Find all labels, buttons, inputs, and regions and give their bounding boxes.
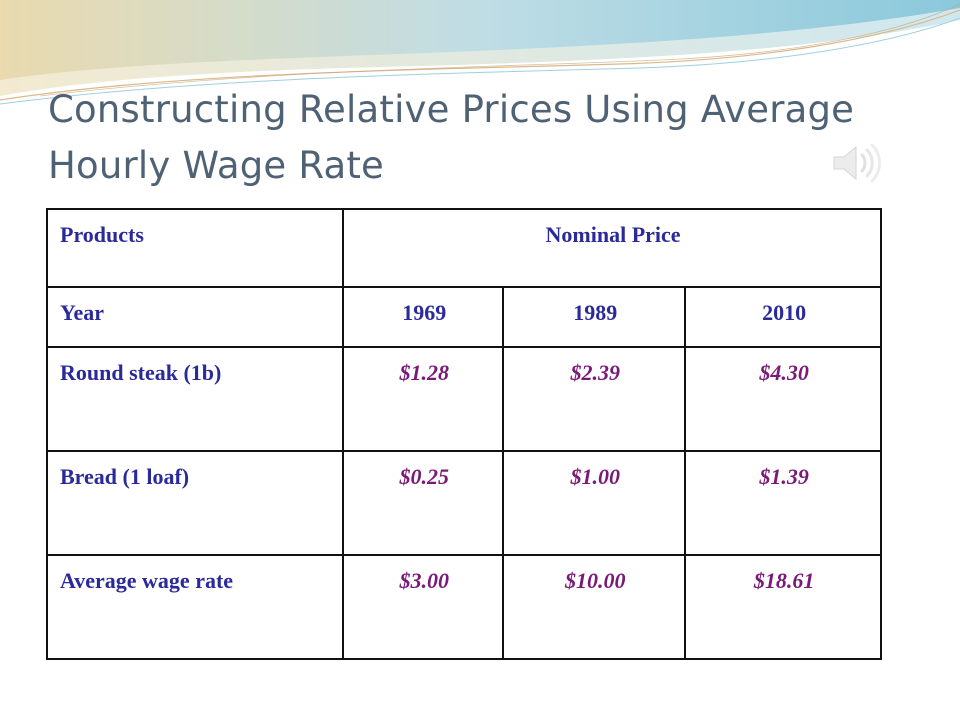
nominal-price-header: Nominal Price [545, 222, 681, 247]
year-row: Year 1969 1989 2010 [45, 286, 882, 348]
products-header: Products [60, 222, 144, 247]
products-header-cell: Products [45, 208, 345, 288]
row-label-bread: Bread (1 loaf) [60, 464, 190, 489]
price-table: Products Nominal Price Year 1969 1989 20… [45, 208, 882, 660]
price-cell: $3.00 [399, 568, 449, 593]
table-row: Round steak (1b) $1.28 $2.39 $4.30 [45, 346, 882, 452]
year-2010: 2010 [762, 300, 807, 325]
table-row: Bread (1 loaf) $0.25 $1.00 $1.39 [45, 450, 882, 556]
price-cell: $18.61 [753, 568, 815, 593]
slide-title-line-2: Hourly Wage Rate [48, 144, 385, 187]
price-cell: $1.39 [759, 464, 809, 489]
table-row: Average wage rate $3.00 $10.00 $18.61 [45, 554, 882, 660]
slide-title-line-1: Constructing Relative Prices Using Avera… [48, 88, 855, 131]
slide-title: Constructing Relative Prices Using Avera… [48, 82, 908, 194]
price-cell: $10.00 [565, 568, 626, 593]
table-header-row: Products Nominal Price [45, 208, 882, 288]
year-label: Year [60, 300, 104, 325]
nominal-price-header-cell: Nominal Price [342, 208, 882, 288]
price-cell: $1.00 [570, 464, 621, 489]
price-cell: $1.28 [399, 360, 449, 385]
price-cell: $2.39 [570, 360, 621, 385]
row-label-average-wage-rate: Average wage rate [60, 568, 234, 593]
year-1969: 1969 [402, 300, 447, 325]
speaker-icon[interactable] [830, 139, 882, 187]
row-label-round-steak: Round steak (1b) [60, 360, 222, 385]
decorative-swoosh [0, 0, 960, 105]
year-1989: 1989 [573, 300, 618, 325]
price-cell: $4.30 [759, 360, 809, 385]
price-cell: $0.25 [399, 464, 449, 489]
